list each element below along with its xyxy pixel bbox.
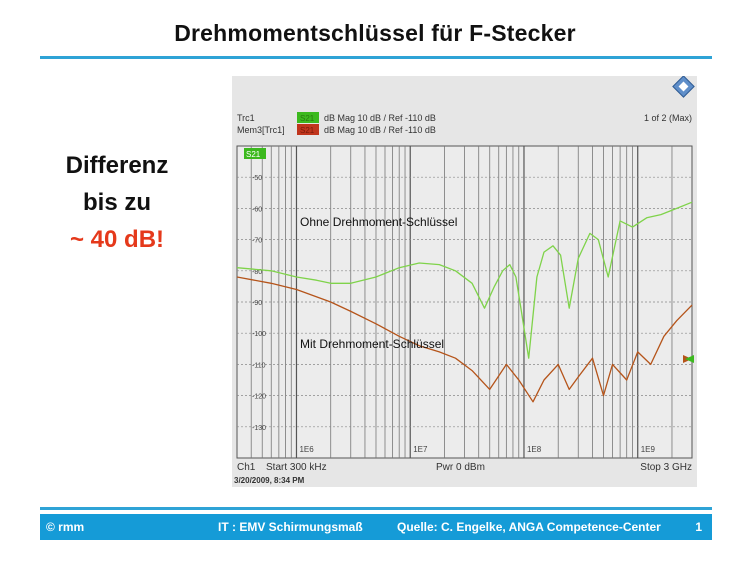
- callout-line-1: Differenz: [65, 152, 169, 179]
- y-tick-label: -100: [252, 331, 266, 338]
- y-tick-label: -130: [252, 425, 266, 432]
- y-tick-label: -60: [252, 206, 262, 213]
- y-tick-labels: -50 -60 -70 -80 -90 -100 -110 -120 -130: [252, 175, 266, 432]
- trace-lines: [236, 201, 693, 403]
- footer-divider: [40, 507, 712, 510]
- footer-page-number: 1: [695, 520, 702, 534]
- rohde-schwarz-logo-icon: [672, 76, 695, 98]
- x-tick-label: 1E6: [299, 445, 314, 454]
- trace2-name: Mem3[Trc1]: [237, 125, 285, 135]
- window-label: 1 of 2 (Max): [644, 113, 692, 123]
- y-tick-label: -120: [252, 394, 266, 401]
- channel-label: Ch1: [237, 462, 256, 473]
- x-tick-label: 1E7: [413, 445, 428, 454]
- title-divider: [40, 56, 712, 59]
- ref-arrow-green-icon: [685, 355, 694, 363]
- difference-callout: Differenz bis zu ~ 40 dB!: [42, 147, 192, 258]
- start-frequency: Start 300 kHz: [266, 462, 327, 473]
- callout-line-3: ~ 40 dB!: [69, 226, 165, 253]
- annotation-without-wrench: Ohne Drehmoment-Schlüssel: [300, 215, 457, 229]
- trace-without-wrench: [236, 201, 693, 359]
- y-tick-label: -70: [252, 238, 262, 245]
- trace2-format: dB Mag 10 dB / Ref -110 dB: [324, 125, 436, 135]
- active-marker-badge: [244, 148, 266, 159]
- y-tick-label: -90: [252, 300, 262, 307]
- analyzer-chart: Trc1 S21 dB Mag 10 dB / Ref -110 dB Mem3…: [234, 76, 695, 485]
- trace-with-wrench: [236, 276, 693, 403]
- slide-title: Drehmomentschlüssel für F-Stecker: [174, 20, 576, 46]
- active-marker-label: S21: [246, 150, 261, 159]
- x-tick-label: 1E8: [527, 445, 542, 454]
- y-tick-label: -50: [252, 175, 262, 182]
- trace2-param: S21: [300, 126, 315, 135]
- trace1-name: Trc1: [237, 113, 255, 123]
- y-tick-label: -110: [252, 362, 266, 369]
- power-level: Pwr 0 dBm: [436, 462, 485, 473]
- analyzer-screenshot: Trc1 S21 dB Mag 10 dB / Ref -110 dB Mem3…: [232, 76, 697, 487]
- y-tick-label: -80: [252, 269, 262, 276]
- footer-topic: IT : EMV Schirmungsmaß: [218, 520, 363, 534]
- annotation-with-wrench: Mit Drehmoment-Schlüssel: [300, 337, 444, 351]
- footer-source: Quelle: C. Engelke, ANGA Competence-Cent…: [397, 520, 661, 534]
- footer-bar: © rmm IT : EMV Schirmungsmaß Quelle: C. …: [40, 514, 712, 540]
- trace1-param: S21: [300, 114, 315, 123]
- trace2-badge: [297, 124, 319, 135]
- grid-lines: [237, 146, 692, 458]
- trace1-badge: [297, 112, 319, 123]
- x-tick-labels: 1E6 1E7 1E8 1E9: [299, 445, 655, 454]
- timestamp: 3/20/2009, 8:34 PM: [234, 476, 305, 485]
- x-tick-label: 1E9: [641, 445, 656, 454]
- footer-copyright: © rmm: [46, 520, 85, 534]
- trace1-format: dB Mag 10 dB / Ref -110 dB: [324, 113, 436, 123]
- callout-line-2: bis zu: [82, 189, 151, 216]
- stop-frequency: Stop 3 GHz: [640, 462, 692, 473]
